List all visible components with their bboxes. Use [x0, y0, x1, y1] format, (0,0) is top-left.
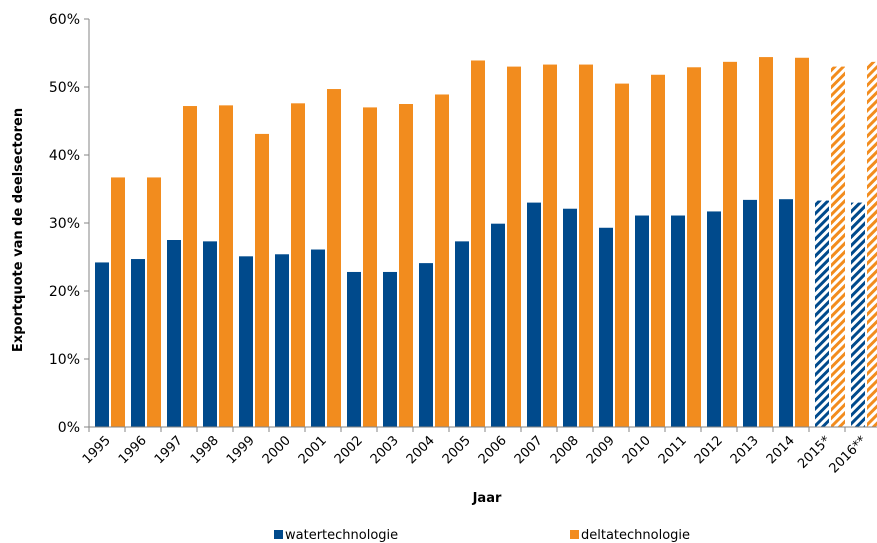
legend-swatch-deltatechnologie: [570, 530, 579, 539]
bar-watertechnologie-2009: [599, 227, 613, 427]
bars: [95, 57, 877, 428]
bar-deltatechnologie-2015*: [831, 66, 845, 427]
bar-deltatechnologie-1998: [219, 105, 233, 428]
x-tick-label: 2008: [548, 433, 582, 467]
x-tick-label: 2005: [440, 433, 474, 467]
bar-watertechnologie-2002: [347, 271, 361, 427]
x-tick-label: 1999: [224, 433, 258, 467]
x-tick-label: 2001: [296, 433, 330, 467]
bar-watertechnologie-1999: [239, 256, 253, 427]
bar-watertechnologie-2006: [491, 223, 505, 427]
bar-watertechnologie-1995: [95, 262, 109, 427]
legend-swatch-watertechnologie: [274, 530, 283, 539]
legend: watertechnologie deltatechnologie: [274, 528, 690, 543]
bar-deltatechnologie-1995: [111, 177, 125, 427]
x-tick-label: 1995: [80, 433, 114, 467]
y-tick-label: 0%: [58, 420, 80, 436]
bar-watertechnologie-2003: [383, 271, 397, 427]
x-tick-label: 2013: [728, 433, 762, 467]
x-tick-label: 1998: [188, 433, 222, 467]
x-tick-label: 2004: [404, 433, 438, 467]
bar-deltatechnologie-2000: [291, 103, 305, 427]
bar-deltatechnologie-2011: [687, 67, 701, 427]
bar-watertechnologie-2016**: [851, 202, 865, 427]
bar-watertechnologie-2015*: [815, 200, 829, 427]
bar-deltatechnologie-2013: [759, 57, 773, 427]
x-tick-label: 1997: [152, 433, 186, 467]
bar-watertechnologie-2012: [707, 211, 721, 427]
y-axis-ticks: 0% 10% 20% 30% 40% 50% 60%: [49, 12, 89, 436]
bar-watertechnologie-2001: [311, 249, 325, 427]
x-tick-label: 2012: [692, 433, 726, 467]
x-axis-ticks: 1995 1996 1997 1998 1999 2000 2001 2002 2003 2004…: [80, 427, 871, 477]
bar-deltatechnologie-1996: [147, 177, 161, 427]
y-tick-label: 60%: [49, 12, 80, 28]
x-tick-label: 2010: [620, 433, 654, 467]
bar-deltatechnologie-2005: [471, 60, 485, 427]
x-tick-label: 2000: [260, 433, 294, 467]
bar-watertechnologie-2005: [455, 241, 469, 427]
bar-deltatechnologie-2012: [723, 61, 737, 428]
bar-deltatechnologie-1999: [255, 133, 269, 428]
legend-label-deltatechnologie: deltatechnologie: [581, 528, 690, 543]
bar-deltatechnologie-2009: [615, 83, 629, 427]
bar-deltatechnologie-2006: [507, 66, 521, 427]
bar-watertechnologie-2007: [527, 202, 541, 427]
bar-deltatechnologie-2003: [399, 104, 413, 427]
x-tick-label: 2011: [656, 433, 690, 467]
bar-watertechnologie-1998: [203, 241, 217, 427]
x-tick-label: 2003: [368, 433, 402, 467]
bar-watertechnologie-2014: [779, 199, 793, 427]
bar-watertechnologie-2011: [671, 215, 685, 427]
x-tick-label: 2006: [476, 433, 510, 467]
x-tick-label: 2002: [332, 433, 366, 467]
y-tick-label: 40%: [49, 148, 80, 164]
y-tick-label: 20%: [49, 284, 80, 300]
bar-watertechnologie-1997: [167, 240, 181, 427]
bar-watertechnologie-1996: [131, 259, 145, 427]
legend-label-watertechnologie: watertechnologie: [285, 528, 398, 543]
bar-watertechnologie-2008: [563, 208, 577, 427]
bar-deltatechnologie-2016**: [867, 61, 877, 428]
bar-deltatechnologie-1997: [183, 106, 197, 427]
y-tick-label: 30%: [49, 216, 80, 232]
x-tick-label: 2007: [512, 433, 546, 467]
x-tick-label: 2016**: [827, 433, 871, 477]
bar-watertechnologie-2010: [635, 215, 649, 427]
x-axis-title: Jaar: [472, 491, 502, 506]
bar-deltatechnologie-2004: [435, 94, 449, 427]
bar-watertechnologie-2004: [419, 263, 433, 427]
x-tick-label: 1996: [116, 433, 150, 467]
bar-deltatechnologie-2014: [795, 57, 809, 427]
y-tick-label: 10%: [49, 352, 80, 368]
bar-watertechnologie-2013: [743, 199, 757, 427]
bar-watertechnologie-2000: [275, 254, 289, 427]
bar-deltatechnologie-2007: [543, 64, 557, 427]
x-tick-label: 2009: [584, 433, 618, 467]
y-axis-title: Exportquote van de deelsectoren: [11, 108, 26, 352]
bar-deltatechnologie-2002: [363, 107, 377, 428]
y-tick-label: 50%: [49, 80, 80, 96]
bar-deltatechnologie-2010: [651, 74, 665, 427]
bar-deltatechnologie-2001: [327, 89, 341, 427]
x-tick-label: 2014: [764, 433, 798, 467]
bar-deltatechnologie-2008: [579, 64, 593, 427]
y-axis-title-group: Exportquote van de deelsectoren: [11, 108, 26, 352]
